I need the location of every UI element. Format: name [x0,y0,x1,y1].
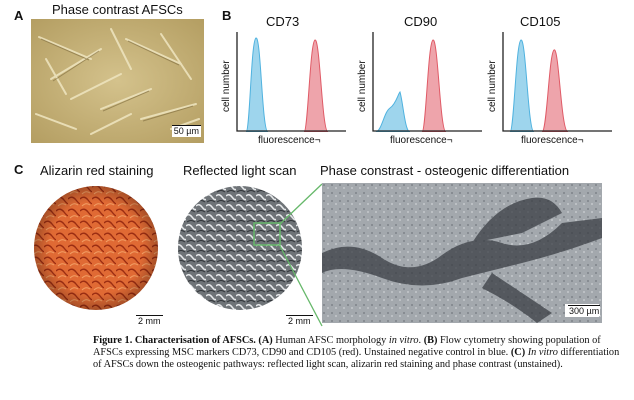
cd90-xlabel: fluorescence¬ [390,135,453,146]
caption-a-label: (A) [258,335,273,346]
cd73-xlabel: fluorescence¬ [258,135,321,146]
panel-c-label: C [14,162,24,177]
caption-c-label: (C) [510,347,526,358]
zoom-connector-lines [279,183,323,327]
cd105-title: CD105 [520,14,561,29]
alizarin-title: Alizarin red staining [40,163,154,178]
cd90-histogram [372,32,482,133]
afsc-cells-drawing [31,19,204,143]
caption-a-italic: in vitro [388,335,419,346]
cd90-title: CD90 [404,14,438,29]
caption-c-text: differentiation of AFSCs down the osteog… [93,347,620,370]
cd73-histogram-plot [236,32,346,133]
alizarin-drawing [34,186,158,310]
caption-c-italic: In vitro [527,347,558,358]
cd105-xlabel: fluorescence¬ [521,135,584,146]
reflected-drawing [178,186,302,310]
phase-osteogenic-drawing [322,183,602,323]
panel-a-title: Phase contrast AFSCs [52,2,183,17]
phase-osteogenic-image: 300 µm [322,183,602,323]
cd73-histogram [236,32,346,133]
cd90-histogram-plot [372,32,482,133]
cd105-histogram [502,32,612,133]
figure-caption: Figure 1. Characterisation of AFSCs. (A)… [93,335,620,370]
cd73-title: CD73 [266,14,300,29]
scale-bar-50um: 50 µm [171,125,201,137]
caption-a-text: Human AFSC morphology [275,335,387,346]
phase-scale-bar: 300 µm [568,305,601,316]
cd73-ylabel: cell number [221,60,232,112]
cd105-histogram-plot [502,32,612,133]
alizarin-red-image [32,183,160,313]
caption-figure-number: Figure 1. [93,335,133,346]
caption-b-label: (B) [423,335,438,346]
panel-a-label: A [14,8,24,23]
cd105-ylabel: cell number [487,60,498,112]
caption-b-text: Flow cytometry showing population of AFS… [93,335,601,358]
alizarin-scale-bar: 2 mm [136,315,163,326]
reflected-light-image [176,183,304,313]
panel-b-label: B [222,8,232,23]
phase-contrast-afsc-image: 50 µm [31,19,204,143]
caption-heading: Characterisation of AFSCs. [134,335,256,346]
reflected-title: Reflected light scan [183,163,297,178]
cd90-ylabel: cell number [357,60,368,112]
reflected-scale-bar: 2 mm [286,315,313,326]
phase-osteo-title: Phase constrast - osteogenic differentia… [320,163,570,178]
